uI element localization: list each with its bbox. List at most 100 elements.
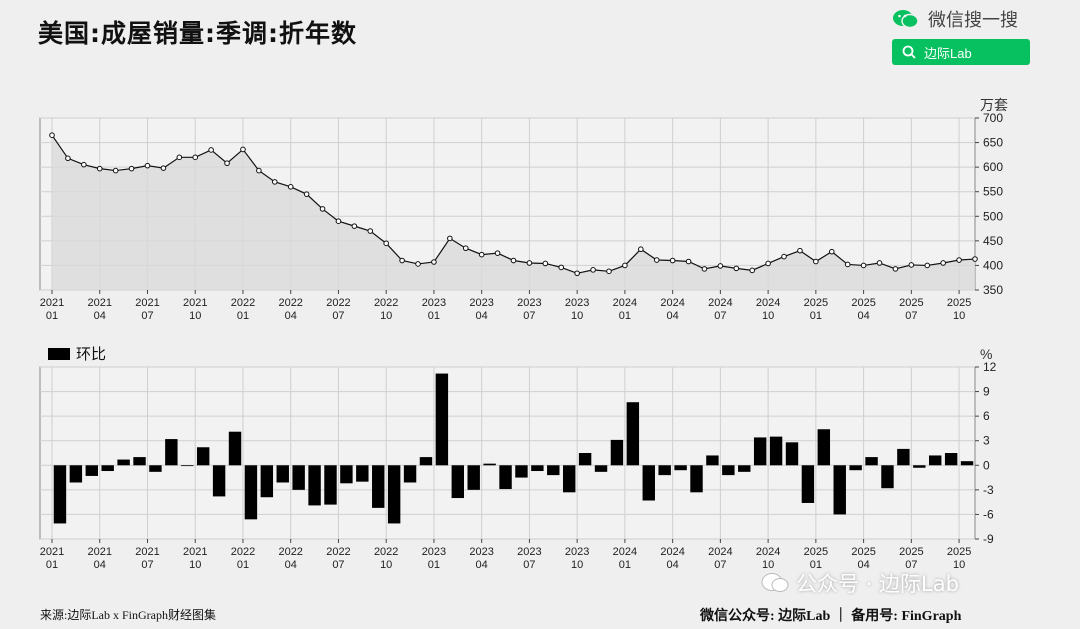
- mom-bar: [626, 402, 640, 466]
- mom-xtick-month: 10: [762, 559, 774, 571]
- sales-point: [781, 253, 787, 260]
- mom-bar: [292, 465, 305, 490]
- mom-legend-swatch: [48, 348, 70, 360]
- sales-xtick-year: 2024: [708, 297, 732, 309]
- mom-bar: [308, 465, 321, 506]
- sales-point: [924, 262, 931, 269]
- sales-point: [828, 248, 835, 255]
- mom-bar: [722, 465, 735, 476]
- sales-xtick-month: 01: [46, 310, 58, 322]
- sales-xtick-year: 2024: [613, 297, 637, 309]
- sales-point: [367, 228, 374, 234]
- mom-ytick-label: 3: [983, 434, 990, 448]
- sales-point: [797, 247, 803, 254]
- mom-bar: [356, 465, 369, 482]
- mom-bar: [212, 465, 226, 497]
- sales-point: [669, 257, 676, 264]
- sales-xtick-month: 04: [667, 310, 679, 322]
- sales-point: [144, 162, 151, 169]
- mom-bar: [419, 457, 433, 466]
- mom-xtick-year: 2025: [804, 546, 828, 558]
- sales-ytick-label: 700: [983, 111, 1003, 125]
- mom-xtick-year: 2021: [135, 546, 159, 558]
- sales-xtick-year: 2023: [565, 297, 589, 309]
- mom-xtick-year: 2022: [278, 546, 302, 558]
- sales-point: [526, 260, 533, 266]
- mom-xtick-year: 2023: [422, 546, 446, 558]
- mom-bar: [642, 465, 655, 501]
- mom-ytick-label: 0: [983, 458, 990, 472]
- mom-bar: [753, 437, 767, 466]
- mom-ytick-label: -6: [983, 507, 994, 521]
- mom-bar: [849, 465, 862, 471]
- sales-point: [176, 154, 183, 161]
- mom-xtick-year: 2024: [660, 546, 684, 558]
- mom-xtick-month: 01: [619, 559, 631, 571]
- mom-xtick-year: 2025: [851, 546, 875, 558]
- search-button-label: 边际Lab: [924, 45, 972, 61]
- sales-point: [749, 267, 756, 274]
- sales-xtick-month: 10: [762, 310, 774, 322]
- mom-bar: [515, 465, 528, 478]
- search-button[interactable]: 边际Lab: [892, 39, 1030, 65]
- mom-bar: [531, 465, 544, 472]
- sales-xtick-year: 2025: [851, 297, 875, 309]
- mom-xtick-month: 04: [667, 559, 679, 571]
- sales-point: [606, 268, 612, 275]
- sales-xtick-month: 01: [428, 310, 440, 322]
- mom-bar: [181, 465, 194, 467]
- sales-point: [431, 259, 437, 265]
- mom-bar: [785, 442, 799, 466]
- sales-point: [908, 262, 915, 268]
- watermark: 公众号 · 边际Lab: [760, 568, 959, 598]
- sales-point: [542, 260, 549, 267]
- sales-xtick-year: 2023: [422, 297, 446, 309]
- wechat-watermark-icon: [761, 573, 789, 592]
- mom-xtick-month: 04: [857, 559, 869, 571]
- sales-xtick-year: 2021: [135, 297, 159, 309]
- mom-bar: [865, 457, 878, 466]
- sales-point: [351, 223, 358, 229]
- sales-xtick-year: 2025: [804, 297, 828, 309]
- sales-point: [590, 267, 596, 273]
- sales-xtick-year: 2022: [374, 297, 398, 309]
- mom-bar: [69, 465, 83, 483]
- mom-xtick-year: 2022: [374, 546, 398, 558]
- sales-point: [844, 261, 851, 268]
- sales-point: [399, 257, 405, 264]
- sales-point: [192, 154, 199, 161]
- sales-xtick-month: 07: [332, 310, 344, 322]
- mom-bar: [578, 453, 592, 466]
- sales-xtick-month: 10: [571, 310, 583, 322]
- sales-xtick-year: 2024: [660, 297, 684, 309]
- sales-point: [160, 165, 167, 171]
- sales-point: [558, 264, 565, 271]
- sales-point: [956, 257, 962, 263]
- sales-xtick-month: 07: [523, 310, 535, 322]
- mom-xtick-year: 2024: [756, 546, 780, 558]
- mom-xtick-month: 07: [905, 559, 917, 571]
- sales-point: [96, 165, 103, 172]
- wechat-search-label: 微信搜一搜: [928, 10, 1018, 31]
- sales-area: [52, 135, 975, 290]
- sales-point: [638, 246, 644, 253]
- mom-bar: [674, 465, 687, 471]
- sales-xtick-month: 10: [380, 310, 392, 322]
- mom-xtick-month: 10: [571, 559, 583, 571]
- sales-point: [701, 266, 708, 272]
- sales-xtick-month: 04: [476, 310, 488, 322]
- mom-xtick-month: 07: [141, 559, 153, 571]
- mom-xtick-month: 04: [285, 559, 297, 571]
- mom-ytick-label: 9: [983, 385, 990, 399]
- sales-point: [494, 250, 501, 256]
- mom-bar: [833, 465, 846, 515]
- sales-point: [574, 270, 580, 277]
- search-icon: [902, 45, 916, 59]
- mom-legend-label: 环比: [76, 345, 106, 363]
- sales-xtick-month: 10: [953, 310, 965, 322]
- mom-bar: [499, 465, 512, 490]
- sales-xtick-year: 2022: [231, 297, 255, 309]
- sales-xtick-year: 2021: [40, 297, 64, 309]
- sales-xtick-month: 04: [285, 310, 297, 322]
- mom-bar: [562, 465, 576, 493]
